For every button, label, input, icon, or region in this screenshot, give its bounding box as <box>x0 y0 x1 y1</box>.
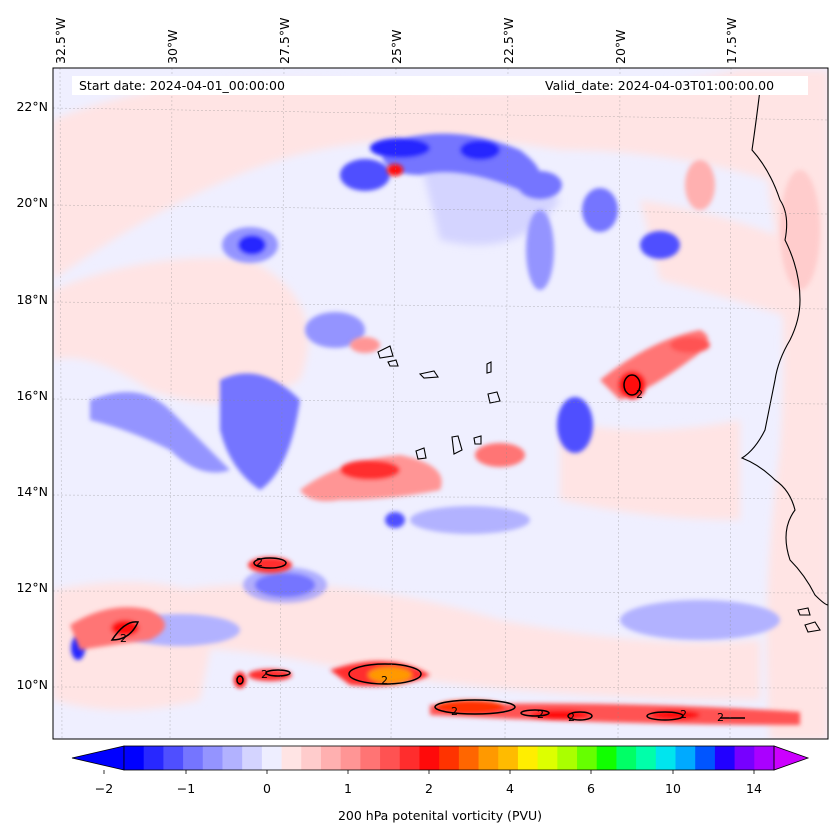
positive-pv-features <box>70 160 820 725</box>
colorbar-segment <box>734 746 755 770</box>
map-frame <box>52 67 829 740</box>
colorbar-segment <box>163 746 184 770</box>
colorbar <box>71 745 810 774</box>
colorbar-under-arrow <box>71 745 125 771</box>
colorbar-segment <box>320 746 342 770</box>
lat-label: 22°N <box>16 99 48 114</box>
colorbar-segment <box>242 746 263 770</box>
lat-label: 20°N <box>16 195 48 210</box>
colorbar-label: 200 hPa potenital vorticity (PVU) <box>337 808 543 823</box>
start-date-text: Start date: 2024-04-01_00:00:00 <box>79 78 285 93</box>
colorbar-segment <box>577 746 598 770</box>
colorbar-segment <box>124 746 145 770</box>
colorbar-tick: 1 <box>344 781 352 796</box>
contour-label: 2 <box>451 705 458 718</box>
colorbar-segment <box>380 746 401 770</box>
colorbar-segment <box>301 746 322 770</box>
contour-label: 2 <box>680 708 687 721</box>
pv-2-contours <box>110 374 745 721</box>
colorbar-frame <box>123 745 775 771</box>
colorbar-segment <box>261 746 283 770</box>
colorbar-tick: 14 <box>746 781 762 796</box>
colorbar-segment <box>655 746 677 770</box>
colorbar-tick: 10 <box>665 781 681 796</box>
colorbar-segment <box>478 746 499 770</box>
colorbar-segment <box>202 746 223 770</box>
colorbar-tick: −2 <box>94 781 114 796</box>
colorbar-segment <box>596 746 617 770</box>
lon-label: 17.5°W <box>724 17 739 64</box>
lon-label: 22.5°W <box>501 17 516 64</box>
info-strip <box>72 76 808 95</box>
colorbar-segment <box>340 746 361 770</box>
lat-label: 16°N <box>16 388 48 403</box>
colorbar-segment <box>557 746 578 770</box>
lat-label: 12°N <box>16 580 48 595</box>
colorbar-segment <box>517 746 539 770</box>
colorbar-segment <box>675 746 696 770</box>
contour-label: 2 <box>537 708 544 721</box>
lon-label: 30°W <box>165 29 180 64</box>
contour-label: 2 <box>381 674 388 687</box>
pv-field <box>53 68 828 739</box>
lon-label: 27.5°W <box>277 17 292 64</box>
colorbar-segment <box>636 746 657 770</box>
colorbar-tick: 6 <box>587 781 595 796</box>
valid-date-text: Valid_date: 2024-04-03T01:00:00.00 <box>545 78 775 93</box>
colorbar-segment <box>537 746 558 770</box>
colorbar-segment <box>281 746 302 770</box>
colorbar-segment <box>616 746 637 770</box>
negative-pv-features <box>71 133 780 660</box>
colorbar-segment <box>222 746 243 770</box>
lon-label: 25°W <box>389 29 404 64</box>
colorbar-over-arrow <box>773 745 810 771</box>
colorbar-segment <box>754 746 775 770</box>
colorbar-segment <box>419 746 440 770</box>
contour-label: 2 <box>256 556 263 569</box>
colorbar-segment <box>458 746 480 770</box>
lon-label: 32.5°W <box>53 17 68 64</box>
lat-label: 10°N <box>16 677 48 692</box>
colorbar-tick: −1 <box>176 781 196 796</box>
lat-label: 14°N <box>16 484 48 499</box>
contour-label: 2 <box>636 388 643 401</box>
colorbar-segment <box>498 746 519 770</box>
contour-label: 2 <box>261 668 268 681</box>
lat-label: 18°N <box>16 292 48 307</box>
lon-label: 20°W <box>613 29 628 64</box>
colorbar-segment <box>399 746 420 770</box>
gridlines <box>53 68 828 739</box>
contour-label: 2 <box>568 711 575 724</box>
contour-label: 2 <box>717 711 724 724</box>
colorbar-segment <box>143 746 164 770</box>
colorbar-segment <box>439 746 460 770</box>
colorbar-segment <box>714 746 736 770</box>
coastlines <box>377 89 828 633</box>
colorbar-segment <box>183 746 204 770</box>
colorbar-segment <box>360 746 381 770</box>
colorbar-tick: 4 <box>506 781 514 796</box>
light-anomaly-fields <box>53 70 828 739</box>
colorbar-tick: 2 <box>425 781 433 796</box>
colorbar-segment <box>695 746 716 770</box>
colorbar-tick: 0 <box>263 781 271 796</box>
contour-label: 2 <box>120 632 127 645</box>
